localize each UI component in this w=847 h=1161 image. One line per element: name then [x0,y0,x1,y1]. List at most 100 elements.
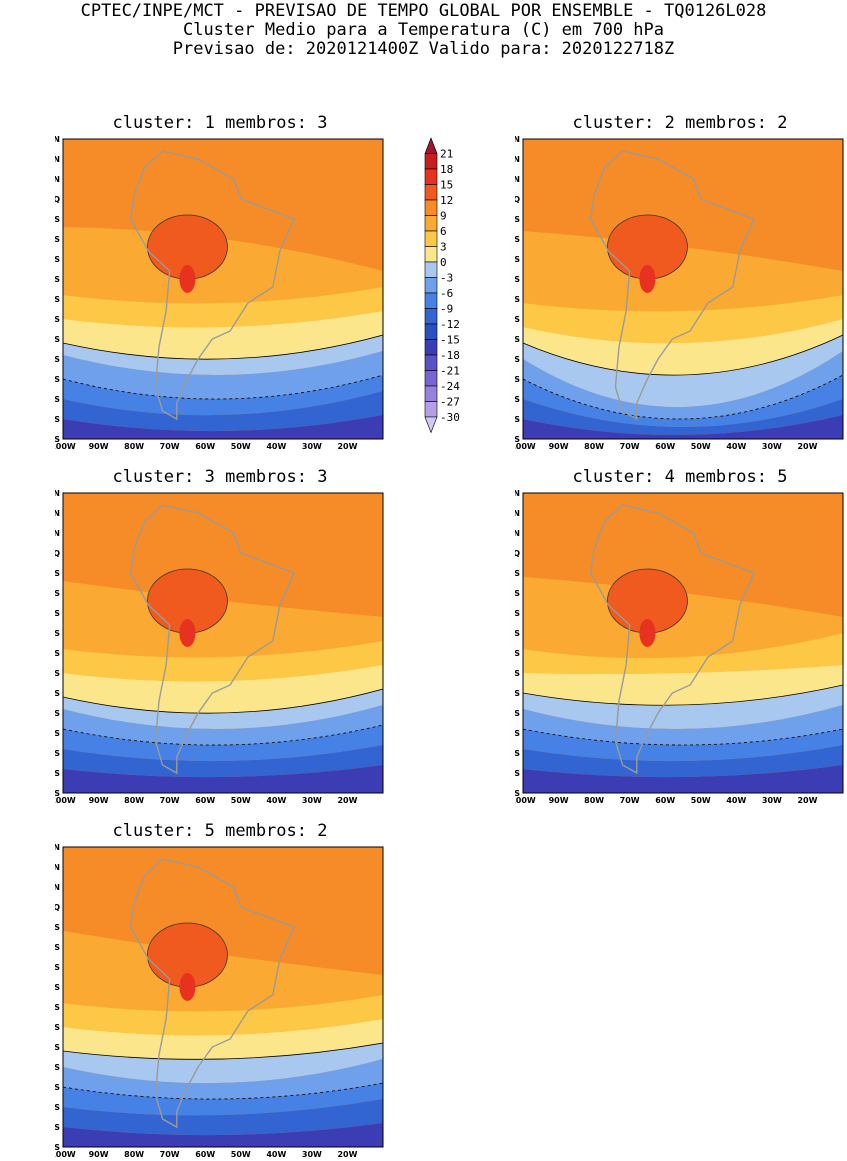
temperature-band [63,641,383,682]
temperature-band [63,931,383,1012]
colorbar-label: -18 [440,349,460,362]
temperature-band [63,581,383,658]
lon-tick-label: 60W [655,796,675,805]
lat-tick-label: 10S [55,943,60,952]
temperature-band [63,391,383,432]
lat-tick-label: 15S [515,255,520,264]
lat-tick-label: 5N [515,175,520,184]
lon-tick-label: 90W [549,796,569,805]
lat-tick-label: 20S [55,983,60,992]
temperature-band [523,665,843,706]
colorbar-cell [424,184,438,201]
lat-tick-label: 30S [515,315,520,324]
lat-tick-label: 35S [515,335,520,344]
lat-tick-label: 10S [55,589,60,598]
lon-tick-label: 70W [620,442,640,451]
contour-line [522,728,844,746]
plot-frame [62,492,384,794]
lat-tick-label: 50S [55,749,60,758]
lat-tick-label: 15N [515,135,520,144]
lat-tick-label: 15N [55,489,60,498]
contour-line [522,334,844,376]
contour-line [62,1042,384,1060]
lat-tick-label: 5N [55,883,60,892]
lat-tick-label: 5N [55,529,60,538]
lon-tick-label: 40W [266,796,286,805]
temperature-band [63,1099,383,1136]
lat-tick-label: 5S [515,215,520,224]
colorbar-label: 6 [440,225,447,238]
map-panel-cluster-1: cluster: 1 membros: 3 15N 10N 5N EQ 5S 10S 15S… [55,113,385,453]
temperature-band [523,633,843,674]
colorbar-cell [424,339,438,356]
contour-line [522,684,844,706]
lat-tick-label: 55S [515,415,520,424]
lat-tick-label: 50S [55,1103,60,1112]
lat-tick-label: 45S [515,729,520,738]
lat-tick-label: 60S [55,789,60,798]
lat-tick-label: 35S [515,689,520,698]
lat-tick-label: 25S [515,649,520,658]
panel-title: cluster: 2 membros: 2 [572,113,788,133]
lat-tick-label: 15N [515,489,520,498]
lat-tick-label: 15N [55,843,60,852]
colorbar-label: -30 [440,411,460,424]
lon-tick-label: 20W [337,442,357,451]
lat-tick-label: 20S [55,629,60,638]
colorbar-cell [424,168,438,185]
lon-tick-label: 90W [89,796,109,805]
lat-tick-label: 10N [55,155,60,164]
temperature-band [63,415,383,439]
temperature-band [63,375,383,416]
main-title: CPTEC/INPE/MCT - PREVISAO DE TEMPO GLOBA… [80,1,767,21]
colorbar-cell [424,261,438,278]
lon-tick-label: 60W [195,796,215,805]
lat-tick-label: 60S [55,1143,60,1152]
lat-tick-label: 60S [55,435,60,444]
lon-tick-label: 60W [195,1150,215,1159]
lon-tick-label: 20W [337,796,357,805]
lat-tick-label: 20S [55,275,60,284]
temperature-band [523,231,843,312]
temperature-band [63,1059,383,1100]
colorbar-label: 9 [440,210,447,223]
temperature-band [63,1043,383,1084]
lon-tick-label: 40W [266,442,286,451]
hot-spot [639,619,656,647]
temperature-band [63,1083,383,1116]
temperature-band [63,725,383,762]
lat-tick-label: 50S [55,395,60,404]
colorbar-cell [424,323,438,340]
colorbar-label: -21 [440,365,460,378]
lat-tick-label: 30S [55,315,60,324]
colorbar-cell [424,153,438,170]
lat-tick-label: 50S [515,749,520,758]
temperature-band [523,351,843,420]
temperature-band [523,729,843,762]
lat-tick-label: 15S [55,255,60,264]
hot-spot [179,265,196,293]
south-america-outline [589,150,756,421]
south-america-outline [129,504,296,775]
temperature-band [523,577,843,658]
temperature-map: 15N 10N 5N EQ 5S 10S 15S 20S 25S 30S 35S 40S 45S 50S 5… [515,135,844,451]
lat-tick-label: 55S [55,415,60,424]
lat-tick-label: 5S [515,569,520,578]
temperature-band [523,399,843,436]
lon-tick-label: 30W [762,796,782,805]
lon-tick-label: 90W [89,1150,109,1159]
lon-tick-label: 20W [797,796,817,805]
lat-tick-label: 10N [515,509,520,518]
temperature-band [63,665,383,714]
lat-tick-label: 40S [515,709,520,718]
lat-tick-label: 25S [515,295,520,304]
temperature-band [63,995,383,1036]
lat-tick-label: 25S [55,1003,60,1012]
lon-tick-label: 20W [337,1150,357,1159]
lat-tick-label: 10S [515,589,520,598]
lat-tick-label: 15S [55,609,60,618]
lat-tick-label: 60S [515,789,520,798]
subtitle: Cluster Medio para a Temperatura (C) em … [182,20,665,40]
colorbar-cell [424,246,438,263]
lon-tick-label: 50W [231,1150,251,1159]
